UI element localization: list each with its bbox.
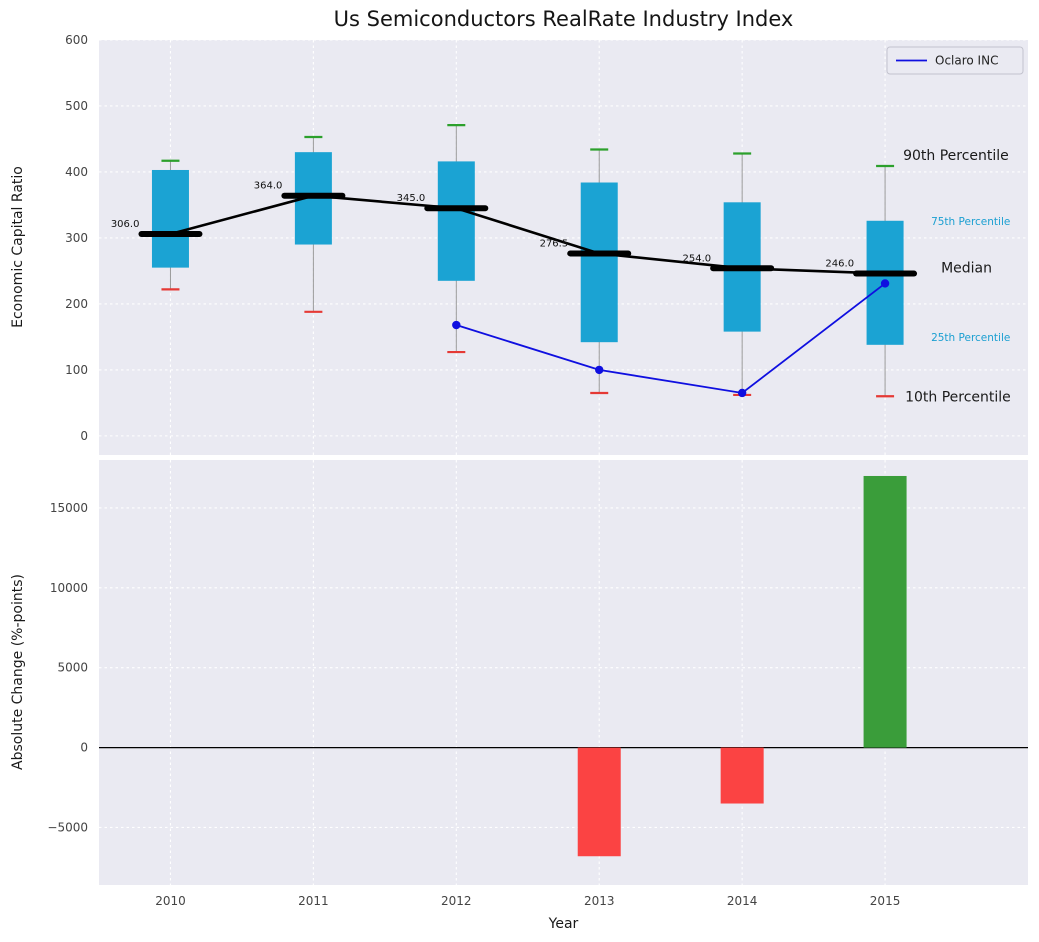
- ytick-top-500: 500: [65, 99, 88, 113]
- ytick-top-400: 400: [65, 165, 88, 179]
- xtick-2012: 2012: [441, 894, 472, 908]
- legend: Oclaro INC: [886, 46, 1024, 75]
- ytick-bottom--5000: −5000: [47, 820, 88, 834]
- ytick-top-200: 200: [65, 297, 88, 311]
- annotation-90th-percentile: 90th Percentile: [903, 148, 1009, 164]
- xlabel: Year: [548, 916, 579, 932]
- ytick-bottom-15000: 15000: [50, 501, 88, 515]
- median-value-label-2013: 276.5: [540, 238, 569, 249]
- median-value-label-2014: 254.0: [683, 253, 712, 264]
- median-value-label-2012: 345.0: [397, 193, 426, 204]
- bar-2013: [577, 747, 621, 857]
- oclaro-point-2014: [737, 388, 747, 398]
- median-value-label-2015: 246.0: [825, 259, 854, 270]
- median-value-label-2010: 306.0: [111, 219, 140, 230]
- box-2013: [580, 182, 618, 343]
- ytick-top-600: 600: [65, 33, 88, 47]
- ytick-bottom-5000: 5000: [57, 661, 88, 675]
- oclaro-point-2015: [880, 279, 890, 288]
- xtick-2015: 2015: [870, 894, 901, 908]
- xtick-2013: 2013: [584, 894, 615, 908]
- ytick-bottom-10000: 10000: [50, 581, 88, 595]
- legend-label: Oclaro INC: [935, 54, 998, 68]
- legend-box: [886, 46, 1024, 75]
- annotation-25th-percentile: 25th Percentile: [931, 332, 1010, 344]
- oclaro-point-2013: [595, 365, 604, 375]
- bar-2015: [863, 475, 907, 748]
- annotation-10th-percentile: 10th Percentile: [905, 389, 1011, 405]
- annotation-median: Median: [941, 261, 992, 277]
- xtick-2014: 2014: [727, 894, 758, 908]
- ylabel-top: Economic Capital Ratio: [10, 166, 26, 328]
- bar-2014: [720, 747, 764, 804]
- ylabel-bottom: Absolute Change (%-points): [10, 574, 26, 770]
- ytick-top-0: 0: [80, 429, 88, 443]
- median-value-label-2011: 364.0: [254, 181, 283, 192]
- box-2010: [151, 169, 189, 268]
- ytick-top-100: 100: [65, 363, 88, 377]
- chart-title: Us Semiconductors RealRate Industry Inde…: [333, 7, 794, 31]
- xtick-2010: 2010: [155, 894, 186, 908]
- oclaro-line: [456, 282, 886, 394]
- annotation-75th-percentile: 75th Percentile: [931, 216, 1010, 228]
- ytick-top-300: 300: [65, 231, 88, 245]
- oclaro-point-2012: [452, 320, 461, 330]
- box-2012: [437, 161, 475, 281]
- ytick-bottom-0: 0: [80, 741, 88, 755]
- xtick-2011: 2011: [298, 894, 329, 908]
